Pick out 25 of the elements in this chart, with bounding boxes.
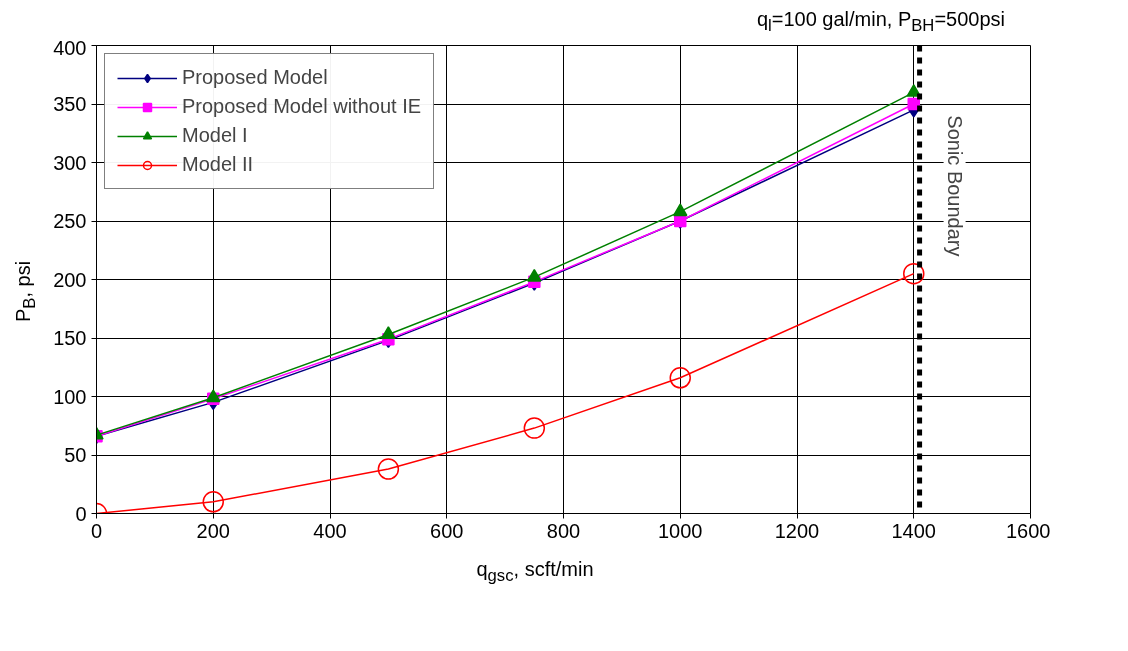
legend-label: Proposed Model without IE xyxy=(182,95,422,118)
y-tick-label: 300 xyxy=(53,151,87,174)
y-tick-label: 50 xyxy=(64,444,87,466)
x-tick-label: 1000 xyxy=(658,519,703,542)
x-tick-label: 800 xyxy=(546,519,581,542)
x-tick-label: 0 xyxy=(90,519,103,542)
y-tick-label: 250 xyxy=(53,210,87,232)
legend-label: Model I xyxy=(182,124,248,147)
ref-line-label: Sonic Boundary xyxy=(943,115,966,257)
y-tick-label: 0 xyxy=(75,502,87,525)
y-tick-label: 200 xyxy=(53,268,87,291)
text: q$_{l}$=100 gal/min, P$_{BH}$=500psi xyxy=(755,7,1005,37)
x-tick-label: 1400 xyxy=(891,519,936,542)
x-tick-label: 1600 xyxy=(1006,519,1051,542)
x-tick-label: 200 xyxy=(196,519,230,542)
legend-label: Model II xyxy=(182,153,254,176)
x-tick-label: 600 xyxy=(430,519,464,542)
y-tick-label: 350 xyxy=(53,93,87,115)
x-tick-label: 1200 xyxy=(774,519,820,542)
x-tick-label: 400 xyxy=(313,519,347,542)
x-axis-title: q$_{gsc}$, scft/min xyxy=(475,557,595,587)
y-tick-label: 400 xyxy=(53,36,87,59)
y-tick-label: 100 xyxy=(53,385,87,408)
legend-label: Proposed Model xyxy=(182,66,328,89)
y-tick-label: 150 xyxy=(53,327,87,349)
